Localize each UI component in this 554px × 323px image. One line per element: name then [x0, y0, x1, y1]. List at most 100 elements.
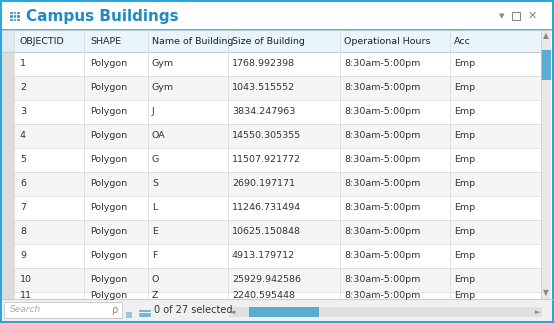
- Text: Emp: Emp: [454, 84, 475, 92]
- Text: 7: 7: [20, 203, 26, 213]
- Text: 25929.942586: 25929.942586: [232, 276, 301, 285]
- Bar: [130, 316, 132, 318]
- Bar: [2, 292, 541, 299]
- Text: OBJECTID: OBJECTID: [20, 36, 65, 46]
- Bar: [541, 30, 551, 299]
- Text: 2240.595448: 2240.595448: [232, 291, 295, 300]
- Text: 8:30am-5:00pm: 8:30am-5:00pm: [344, 180, 420, 189]
- Bar: [2, 172, 541, 196]
- Text: 11507.921772: 11507.921772: [232, 155, 301, 164]
- Text: 6: 6: [20, 180, 26, 189]
- Bar: [128, 312, 130, 314]
- Text: Emp: Emp: [454, 252, 475, 261]
- Bar: [130, 314, 132, 316]
- Text: 2690.197171: 2690.197171: [232, 180, 295, 189]
- Bar: [2, 244, 541, 268]
- Bar: [229, 307, 542, 317]
- Text: 8:30am-5:00pm: 8:30am-5:00pm: [344, 252, 420, 261]
- Bar: [2, 30, 541, 52]
- Text: 10625.150848: 10625.150848: [232, 227, 301, 236]
- Text: 3: 3: [20, 108, 26, 117]
- Text: ✕: ✕: [527, 11, 537, 21]
- Text: Emp: Emp: [454, 155, 475, 164]
- Text: Size of Building: Size of Building: [232, 36, 305, 46]
- Bar: [2, 100, 14, 124]
- Bar: [10, 15, 13, 18]
- Text: E: E: [152, 227, 158, 236]
- Text: Emp: Emp: [454, 227, 475, 236]
- Text: Emp: Emp: [454, 203, 475, 213]
- Bar: [2, 244, 14, 268]
- Bar: [2, 148, 541, 172]
- Text: Campus Buildings: Campus Buildings: [26, 8, 178, 24]
- Text: O: O: [152, 276, 160, 285]
- Text: 2: 2: [20, 84, 26, 92]
- Text: 8: 8: [20, 227, 26, 236]
- Text: 5: 5: [20, 155, 26, 164]
- Bar: [2, 52, 541, 76]
- Bar: [2, 76, 541, 100]
- Text: Polygon: Polygon: [90, 108, 127, 117]
- Bar: [13, 12, 16, 14]
- Bar: [10, 19, 13, 21]
- Bar: [17, 19, 19, 21]
- Text: 0 of 27 selected: 0 of 27 selected: [154, 305, 233, 315]
- Text: Polygon: Polygon: [90, 180, 127, 189]
- Text: F: F: [152, 252, 157, 261]
- Text: Polygon: Polygon: [90, 276, 127, 285]
- Text: Search: Search: [10, 306, 41, 315]
- Text: Emp: Emp: [454, 180, 475, 189]
- Text: Polygon: Polygon: [90, 203, 127, 213]
- Text: Gym: Gym: [152, 84, 174, 92]
- Bar: [2, 30, 14, 52]
- Bar: [2, 148, 14, 172]
- Text: 11: 11: [20, 291, 32, 300]
- Bar: [2, 268, 541, 292]
- Text: Polygon: Polygon: [90, 291, 127, 300]
- Text: ▼: ▼: [543, 288, 549, 297]
- Bar: [13, 19, 16, 21]
- Text: 8:30am-5:00pm: 8:30am-5:00pm: [344, 276, 420, 285]
- Text: Emp: Emp: [454, 131, 475, 141]
- Bar: [17, 12, 19, 14]
- Text: 10: 10: [20, 276, 32, 285]
- Bar: [126, 314, 128, 316]
- Bar: [2, 299, 552, 321]
- Bar: [2, 220, 14, 244]
- Text: Acc: Acc: [454, 36, 471, 46]
- Text: 9: 9: [20, 252, 26, 261]
- Text: Emp: Emp: [454, 108, 475, 117]
- Bar: [2, 196, 14, 220]
- Text: 8:30am-5:00pm: 8:30am-5:00pm: [344, 291, 420, 300]
- Text: 3834.247963: 3834.247963: [232, 108, 295, 117]
- Bar: [2, 292, 14, 299]
- Text: 1768.992398: 1768.992398: [232, 59, 295, 68]
- Bar: [2, 268, 14, 292]
- Bar: [249, 307, 319, 317]
- Text: S: S: [152, 180, 158, 189]
- Bar: [2, 220, 541, 244]
- Text: 8:30am-5:00pm: 8:30am-5:00pm: [344, 84, 420, 92]
- Text: Polygon: Polygon: [90, 131, 127, 141]
- Bar: [4, 302, 122, 318]
- Text: ▾: ▾: [499, 11, 505, 21]
- Text: Polygon: Polygon: [90, 84, 127, 92]
- Bar: [2, 124, 14, 148]
- Text: Z: Z: [152, 291, 158, 300]
- Text: 4: 4: [20, 131, 26, 141]
- Bar: [13, 15, 16, 18]
- Text: Polygon: Polygon: [90, 59, 127, 68]
- Bar: [2, 52, 14, 76]
- Bar: [2, 76, 14, 100]
- Text: 8:30am-5:00pm: 8:30am-5:00pm: [344, 59, 420, 68]
- Bar: [2, 196, 541, 220]
- Text: 8:30am-5:00pm: 8:30am-5:00pm: [344, 108, 420, 117]
- Bar: [2, 172, 14, 196]
- Text: Emp: Emp: [454, 291, 475, 300]
- Text: Polygon: Polygon: [90, 155, 127, 164]
- Text: 8:30am-5:00pm: 8:30am-5:00pm: [344, 227, 420, 236]
- Text: ◄: ◄: [230, 309, 235, 315]
- Text: ρ: ρ: [111, 305, 117, 315]
- Bar: [17, 15, 19, 18]
- Bar: [126, 312, 128, 314]
